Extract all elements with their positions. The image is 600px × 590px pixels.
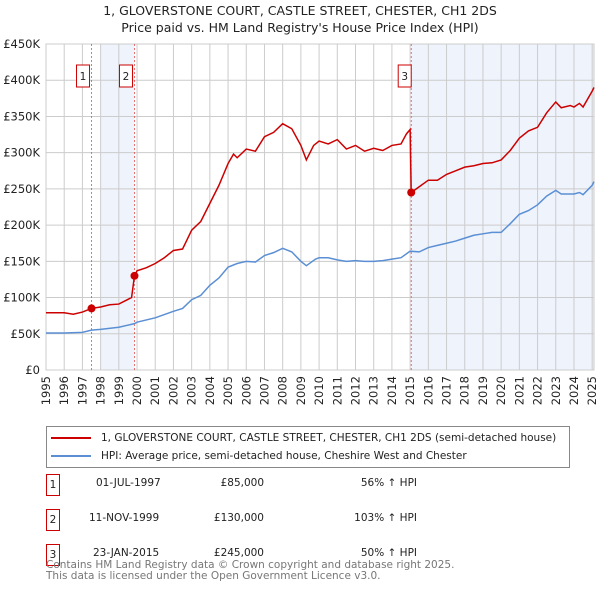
x-tick-label: 2009 <box>294 376 308 405</box>
sale-label-box <box>118 64 133 88</box>
title-line: 1, GLOVERSTONE COURT, CASTLE STREET, CHE… <box>103 3 497 18</box>
x-tick-label: 2006 <box>239 376 253 405</box>
legend-label: HPI: Average price, semi-detached house,… <box>101 450 467 462</box>
y-tick-label: £50K <box>11 327 41 341</box>
sale-hpi: 50% ↑ HPI <box>360 547 417 559</box>
plot-frame <box>45 43 595 371</box>
x-tick-label: 2002 <box>166 376 180 405</box>
sale-date: 23-JAN-2015 <box>93 547 160 559</box>
legend: 1, GLOVERSTONE COURT, CASTLE STREET, CHE… <box>46 426 570 468</box>
y-tick-label: £300K <box>3 146 40 160</box>
footer-line: Contains HM Land Registry data © Crown c… <box>46 559 455 571</box>
x-tick-label: 2007 <box>257 376 271 405</box>
sale-label: 1 <box>80 71 87 83</box>
sale-date: 11-NOV-1999 <box>89 512 160 524</box>
sale-number: 2 <box>46 509 60 531</box>
x-tick-label: 2003 <box>185 376 199 405</box>
y-tick-label: £400K <box>3 73 40 87</box>
x-tick-label: 1996 <box>57 376 71 405</box>
sale-hpi: 103% ↑ HPI <box>354 512 417 524</box>
y-tick-label: £250K <box>3 182 40 196</box>
x-tick-label: 2017 <box>440 376 454 405</box>
x-tick-label: 2022 <box>531 376 545 405</box>
sale-point <box>407 188 416 197</box>
sale-date: 01-JUL-1997 <box>96 477 161 489</box>
x-tick-label: 2008 <box>276 376 290 405</box>
x-tick-label: 2015 <box>403 376 417 405</box>
sale-label: 2 <box>123 71 130 83</box>
footer-line: This data is licensed under the Open Gov… <box>46 570 381 582</box>
x-tick-label: 2021 <box>512 376 526 405</box>
y-tick-label: £150K <box>3 254 40 268</box>
x-tick-label: 2013 <box>367 376 381 405</box>
x-tick-label: 2024 <box>567 376 581 405</box>
subtitle-line: Price paid vs. HM Land Registry's House … <box>121 20 479 35</box>
y-tick-label: £100K <box>3 291 40 305</box>
x-tick-label: 2025 <box>585 376 599 405</box>
y-tick-label: £0 <box>25 363 40 377</box>
footer-attribution: Contains HM Land Registry data © Crown c… <box>46 560 454 582</box>
x-tick-label: 2012 <box>349 376 363 405</box>
x-tick-label: 2018 <box>458 376 472 405</box>
legend-item-hpi: HPI: Average price, semi-detached house,… <box>51 447 467 465</box>
x-tick-label: 2004 <box>203 376 217 405</box>
x-tick-label: 2005 <box>221 376 235 405</box>
x-tick-label: 2019 <box>476 376 490 405</box>
series-line <box>46 87 595 315</box>
x-tick-label: 2011 <box>330 376 344 405</box>
x-tick-label: 1995 <box>39 376 53 405</box>
x-tick-label: 2020 <box>494 376 508 405</box>
legend-swatch-blue <box>51 455 91 457</box>
sale-number: 3 <box>46 544 60 566</box>
sale-label: 3 <box>401 71 408 83</box>
sale-price: £245,000 <box>213 547 264 559</box>
y-tick-label: £350K <box>3 109 40 123</box>
shaded-region <box>100 44 135 370</box>
sale-point <box>130 271 139 280</box>
sale-hpi: 56% ↑ HPI <box>360 477 417 489</box>
y-tick-label: £200K <box>3 218 40 232</box>
sale-number: 1 <box>46 474 60 496</box>
x-tick-label: 2014 <box>385 376 399 405</box>
x-tick-label: 1999 <box>112 376 126 405</box>
x-tick-label: 2023 <box>549 376 563 405</box>
sale-label-box <box>76 64 91 88</box>
legend-label: 1, GLOVERSTONE COURT, CASTLE STREET, CHE… <box>101 432 557 444</box>
legend-item-property: 1, GLOVERSTONE COURT, CASTLE STREET, CHE… <box>51 429 556 447</box>
sale-price: £130,000 <box>213 512 264 524</box>
x-tick-label: 2000 <box>130 376 144 405</box>
x-tick-label: 1998 <box>94 376 108 405</box>
sale-label-box <box>397 64 412 88</box>
y-tick-label: £450K <box>3 37 40 51</box>
shaded-region <box>411 44 594 370</box>
sale-price: £85,000 <box>220 477 264 489</box>
sale-point <box>87 304 96 313</box>
series-line <box>46 181 595 334</box>
legend-swatch-red <box>51 437 91 439</box>
chart-title: 1, GLOVERSTONE COURT, CASTLE STREET, CHE… <box>0 2 600 36</box>
x-tick-label: 2010 <box>312 376 326 405</box>
chart-plot: £0 £50K £100K £150K £200K £250K £300K £350K £400… <box>3 37 599 405</box>
x-tick-label: 1997 <box>75 376 89 405</box>
x-tick-label: 2001 <box>148 376 162 405</box>
x-tick-label: 2016 <box>421 376 435 405</box>
